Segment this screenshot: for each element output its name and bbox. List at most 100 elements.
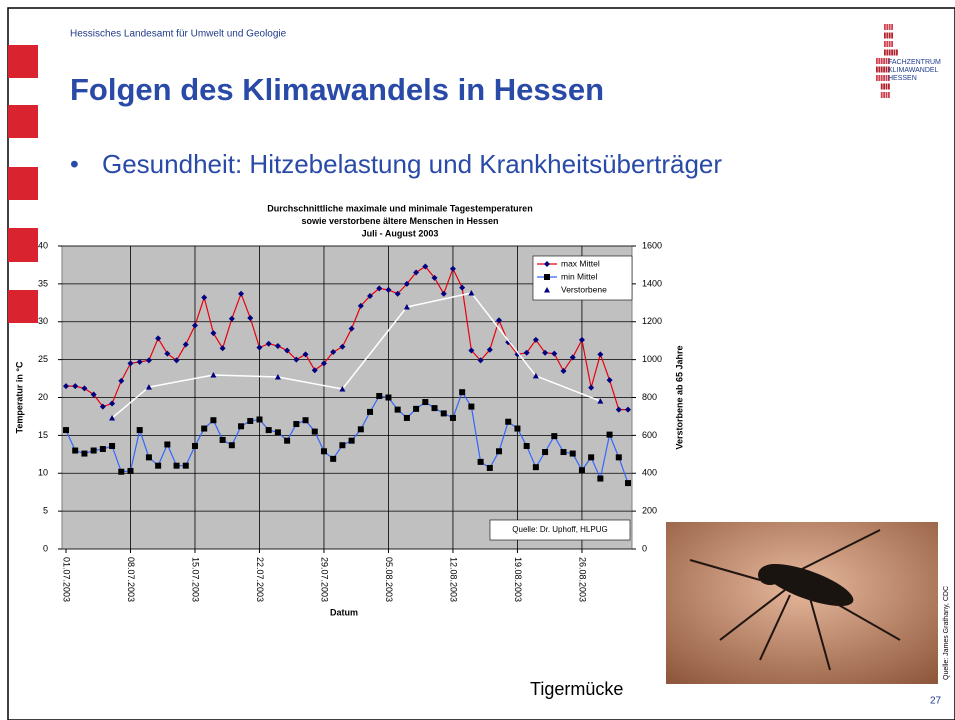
y2-tick-label: 600: [642, 430, 657, 440]
series-segment: [535, 375, 601, 402]
point: [145, 384, 152, 390]
legend-label: max Mittel: [561, 258, 600, 268]
logo-square: [891, 24, 893, 30]
chart: Durchschnittliche maximale und minimale …: [14, 203, 684, 617]
logo-square: [884, 41, 886, 47]
point: [81, 450, 88, 457]
logo-square: [884, 49, 886, 56]
series-segment: [406, 292, 472, 308]
point: [274, 429, 281, 436]
logo-square: [885, 75, 888, 81]
point: [136, 358, 143, 365]
logo-text: FACHZENTRUM: [888, 59, 941, 66]
series-segment: [277, 376, 343, 390]
point: [459, 389, 466, 396]
point: [274, 374, 281, 380]
point: [238, 290, 245, 297]
point: [523, 349, 530, 356]
photo-caption: Tigermücke: [530, 679, 623, 699]
logo-square: [886, 49, 889, 56]
y2-tick-label: 800: [642, 392, 657, 402]
point: [182, 462, 189, 469]
logo-square: [891, 32, 893, 39]
page-number: 27: [930, 696, 942, 707]
point: [219, 436, 226, 443]
logo-square: [880, 66, 883, 73]
logo-square: [888, 41, 891, 47]
point: [422, 399, 429, 406]
point: [431, 405, 438, 412]
series-segment: [213, 374, 278, 378]
point: [109, 400, 116, 407]
series-line: [65, 390, 629, 484]
point: [597, 351, 604, 358]
point: [330, 455, 337, 462]
logo-square: [883, 58, 885, 64]
point: [486, 346, 493, 353]
point: [496, 448, 503, 455]
point: [201, 425, 208, 432]
point: [532, 336, 539, 343]
point: [403, 303, 410, 310]
point: [284, 347, 291, 354]
logo-square: [888, 92, 890, 98]
point: [293, 356, 300, 363]
legend-label: Verstorbene: [561, 284, 607, 294]
point: [376, 392, 383, 399]
point: [228, 315, 235, 322]
point: [486, 464, 493, 471]
point: [468, 289, 475, 296]
logo-square: [885, 92, 888, 98]
point: [385, 394, 392, 401]
logo-square: [876, 75, 878, 81]
point: [348, 325, 355, 332]
logo-square: [886, 32, 889, 39]
logo-square: [888, 83, 890, 90]
point: [449, 414, 456, 421]
x-tick-label: 15.07.2003: [191, 557, 201, 602]
side-decoration: [8, 45, 38, 323]
logo-square: [885, 83, 888, 90]
point: [367, 408, 374, 415]
logo-square: [880, 75, 883, 81]
point: [496, 317, 503, 324]
point: [182, 341, 189, 348]
photo: [666, 522, 938, 684]
point: [542, 349, 549, 356]
logo-text: HESSEN: [888, 75, 917, 82]
point: [615, 406, 622, 413]
y2-tick-label: 200: [642, 506, 657, 516]
slide-title: Folgen des Klimawandels in Hessen: [70, 72, 604, 107]
point: [569, 354, 576, 361]
point: [136, 427, 143, 434]
point: [588, 384, 595, 391]
point: [394, 290, 401, 297]
logo-square: [876, 58, 878, 64]
point: [191, 322, 198, 329]
logo: FACHZENTRUM KLIMAWANDEL HESSEN: [876, 24, 941, 98]
y-tick-label: 15: [38, 430, 48, 440]
point: [164, 350, 171, 357]
point: [551, 433, 558, 440]
point: [625, 480, 631, 487]
photo-source: Quelle: James Grathany, CDC: [943, 586, 950, 680]
point: [403, 414, 410, 421]
logo-square: [888, 75, 890, 81]
point: [339, 442, 346, 449]
point: [311, 367, 318, 374]
point: [109, 442, 116, 449]
point: [265, 340, 272, 347]
y2-tick-label: 1600: [642, 240, 662, 250]
point: [247, 417, 254, 424]
point: [606, 431, 613, 438]
series-segment: [341, 306, 408, 390]
point: [63, 383, 69, 390]
x-tick-label: 12.08.2003: [449, 557, 459, 602]
point: [597, 398, 604, 404]
point: [81, 385, 88, 392]
y2-tick-label: 0: [642, 543, 647, 553]
annotation-box: [489, 519, 631, 541]
y2-tick-label: 1000: [642, 354, 662, 364]
logo-square: [893, 49, 896, 56]
logo-square: [896, 49, 898, 56]
